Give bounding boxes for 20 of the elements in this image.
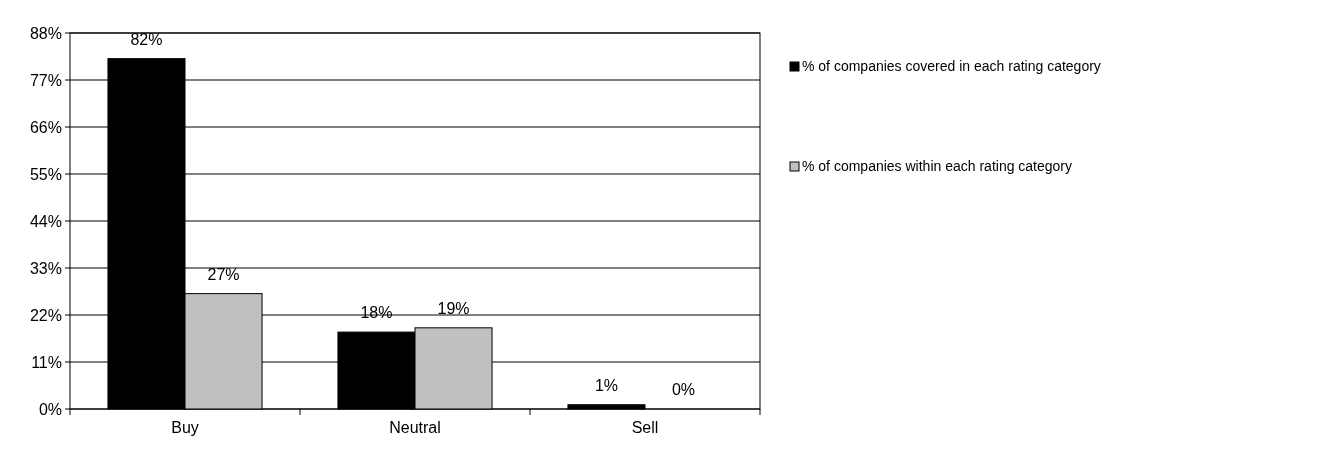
text: 19% — [437, 299, 470, 317]
text: 27% — [207, 265, 240, 283]
text: 0% — [671, 381, 696, 398]
y-tick-label: 77% — [29, 71, 62, 89]
x-tick-label: Neutral — [389, 419, 441, 436]
x-tick-label: Sell — [631, 419, 659, 436]
y-tick-label: 44% — [29, 212, 62, 230]
legend-label: % of companies within each rating category — [802, 158, 1073, 174]
text: 18% — [360, 304, 393, 322]
y-tick-label: 66% — [29, 118, 62, 136]
y-tick-label: 33% — [29, 259, 62, 277]
y-tick-label: 55% — [29, 165, 62, 183]
legend-label: % of companies covered in each rating category — [802, 58, 1101, 74]
y-tick-label: 22% — [29, 306, 62, 324]
text: 1% — [594, 376, 619, 394]
y-tick-label: 88% — [29, 24, 62, 42]
text: 82% — [130, 30, 163, 48]
x-tick-label: Buy — [171, 419, 199, 436]
y-tick-label: 11% — [31, 353, 62, 371]
y-tick-label: 0% — [38, 400, 62, 418]
